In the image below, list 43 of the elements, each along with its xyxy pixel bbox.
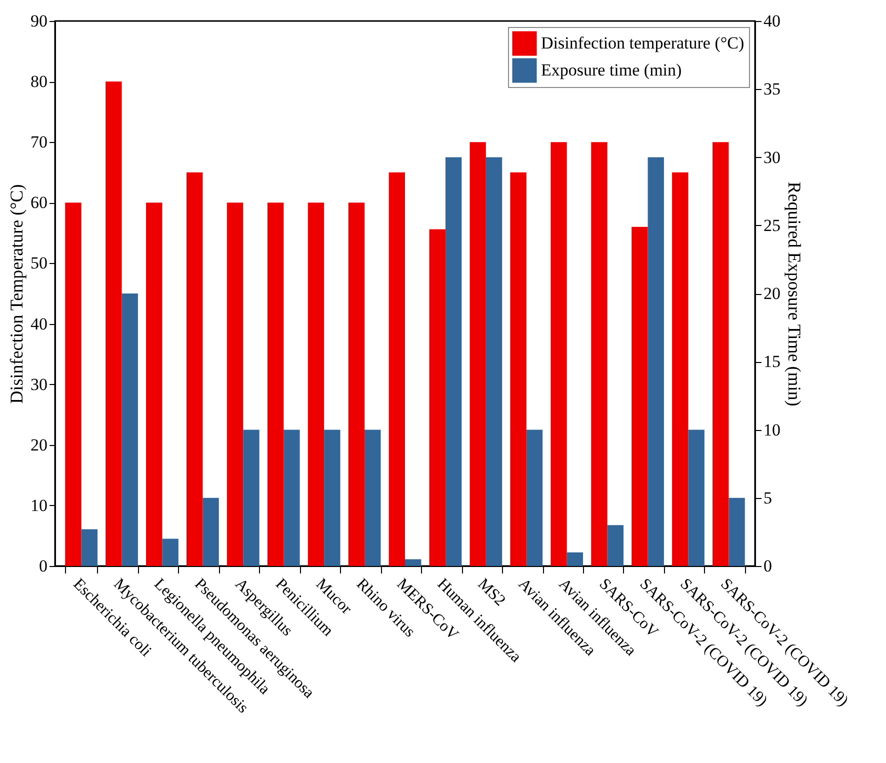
y2-tick-label: 35 [764,80,780,99]
bar [550,142,567,566]
y2-axis-title: Required Exposure Time (min) [784,182,804,406]
y2-tick-label: 5 [764,488,772,508]
y-tick-label: 40 [30,314,48,334]
bar [308,202,324,566]
y-tick-label: 70 [30,132,48,152]
legend-label: Disinfection temperature (°C) [541,34,744,52]
bar [566,552,584,566]
bar [267,202,284,566]
legend-label: Exposure time (min) [541,60,682,80]
bar [81,529,98,566]
bar [607,525,624,566]
bar [226,202,244,566]
y2-tick-label: 20 [764,284,780,303]
y-tick-label: 60 [30,193,48,212]
bar [186,172,203,566]
y-tick-label: 30 [30,374,48,394]
bar [348,202,365,566]
bar [405,559,422,566]
y-tick-label: 90 [30,12,48,30]
y-tick-label: 20 [30,435,48,454]
y2-tick-label: 25 [764,216,780,235]
bar [712,142,729,566]
bar [591,142,608,566]
y2-tick-label: 40 [764,12,780,30]
y2-tick-label: 30 [764,148,780,167]
bar [388,172,405,566]
bar [202,498,219,566]
y2-tick-label: 0 [764,556,772,576]
bar [672,172,688,566]
y-tick-label: 10 [30,496,48,515]
y-tick-label: 50 [30,254,48,273]
y-tick-label: 0 [39,556,48,576]
bar [146,202,162,566]
bar [65,202,82,566]
y2-tick-label: 15 [764,352,780,372]
y2-tick-label: 10 [764,420,780,440]
bar [162,538,178,566]
y-axis-title: Disinfection Temperature (°C) [6,184,26,404]
bar [510,172,526,566]
bar [728,498,745,566]
y-tick-label: 80 [30,72,48,92]
